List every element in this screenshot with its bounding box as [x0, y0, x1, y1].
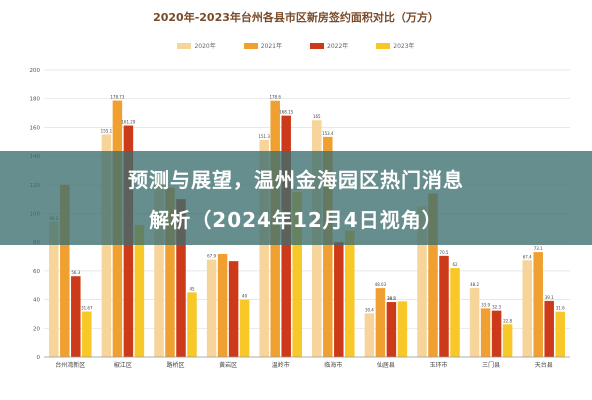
data-label: 161.29 — [121, 120, 135, 125]
data-label: 153.4 — [322, 131, 334, 136]
legend-swatch — [177, 42, 192, 49]
bar — [439, 255, 449, 357]
headline-line-2: 解析（2024年12月4日视角） — [149, 208, 443, 232]
legend: 2020年 2021年 2022年 2023年 — [0, 41, 592, 51]
data-label: 38.3 — [387, 296, 396, 301]
bar — [165, 187, 175, 357]
bar — [239, 299, 250, 357]
bar — [334, 242, 344, 357]
data-label: 32.3 — [492, 305, 501, 310]
x-tick-label: 天台县 — [535, 361, 553, 369]
bar — [323, 136, 333, 357]
data-label: 62 — [452, 262, 458, 267]
bar — [60, 184, 70, 357]
bar — [555, 311, 565, 357]
y-tick-label: 0 — [37, 355, 41, 361]
data-label: 178.73 — [110, 95, 124, 100]
bar — [386, 302, 397, 357]
legend-label: 2020年 — [194, 43, 216, 50]
x-tick-label: 黄岩区 — [219, 361, 237, 369]
x-tick-label: 台州湾新区 — [55, 361, 85, 369]
legend-item: 2022年 — [310, 41, 348, 50]
x-tick-label: 三门县 — [482, 361, 500, 369]
headline-line-1: 预测与展望，温州金海园区热门消息 — [128, 168, 464, 192]
legend-label: 2023年 — [393, 43, 415, 50]
legend-item: 2020年 — [177, 41, 216, 50]
y-tick-label: 60 — [33, 269, 40, 275]
y-tick-label: 180 — [30, 97, 41, 103]
headline-banner — [0, 151, 592, 245]
bar — [491, 310, 502, 357]
data-label: 45 — [189, 286, 195, 291]
bar — [228, 261, 239, 357]
legend-swatch — [243, 42, 258, 49]
bar — [259, 139, 269, 357]
bar — [82, 311, 92, 357]
x-tick-label: 椒江区 — [114, 361, 132, 369]
data-label: 33.9 — [481, 302, 490, 307]
data-label: 22.8 — [503, 318, 512, 323]
legend-swatch — [310, 42, 324, 49]
legend-item: 2021年 — [243, 41, 282, 50]
bar — [417, 206, 427, 357]
data-label: 39.1 — [545, 295, 554, 300]
data-label: 168.15 — [279, 110, 293, 115]
data-label: 67.9 — [207, 254, 216, 259]
chart-title: 2020年-2023年台州各县市区新房签约面积对比（万方） — [153, 11, 439, 24]
data-label: 30.4 — [365, 307, 374, 312]
legend-item: 2023年 — [376, 41, 415, 50]
bar — [544, 300, 554, 357]
legend-swatch — [376, 42, 391, 49]
bar — [522, 260, 532, 357]
data-label: 48.03 — [375, 282, 387, 287]
data-label: 165 — [313, 114, 321, 119]
bar — [428, 193, 438, 357]
bar — [49, 221, 59, 357]
bar — [71, 276, 81, 357]
bar — [450, 268, 460, 357]
bar — [533, 252, 543, 357]
legend-label: 2021年 — [260, 43, 282, 50]
y-tick-label: 200 — [30, 68, 41, 74]
bar — [134, 224, 145, 357]
data-label: 178.6 — [269, 95, 281, 100]
bar — [375, 288, 386, 357]
bar — [101, 134, 112, 357]
bar — [187, 292, 197, 357]
data-label: 70.5 — [440, 250, 449, 255]
y-tick-label: 20 — [33, 326, 40, 332]
x-tick-label: 临海市 — [324, 361, 342, 369]
bar — [292, 191, 302, 357]
bar — [469, 287, 480, 357]
bar — [480, 308, 491, 357]
data-label: 151.3 — [258, 134, 270, 139]
bar — [397, 301, 408, 357]
y-tick-label: 160 — [30, 125, 41, 131]
data-label: 155.1 — [101, 128, 113, 133]
bar — [217, 253, 228, 357]
bar — [502, 324, 513, 357]
data-label: 40 — [242, 294, 248, 299]
bar — [176, 199, 186, 357]
legend-label: 2022年 — [327, 43, 349, 50]
bar — [364, 313, 375, 357]
data-label: 56.3 — [71, 270, 80, 275]
data-label: 48.2 — [470, 282, 479, 287]
data-label: 67.4 — [523, 254, 532, 259]
y-tick-label: 40 — [33, 298, 40, 304]
bar — [206, 259, 217, 357]
bar — [345, 230, 355, 357]
data-label: 38.8 — [387, 296, 396, 301]
data-label: 73.1 — [534, 246, 543, 251]
data-label: 31.67 — [81, 306, 93, 311]
x-tick-label: 路桥区 — [166, 361, 184, 369]
x-tick-label: 温岭市 — [272, 361, 290, 369]
bar — [154, 177, 164, 357]
x-tick-label: 玉环市 — [429, 361, 447, 369]
data-label: 31.6 — [556, 306, 565, 311]
x-tick-label: 仙居县 — [377, 361, 395, 369]
